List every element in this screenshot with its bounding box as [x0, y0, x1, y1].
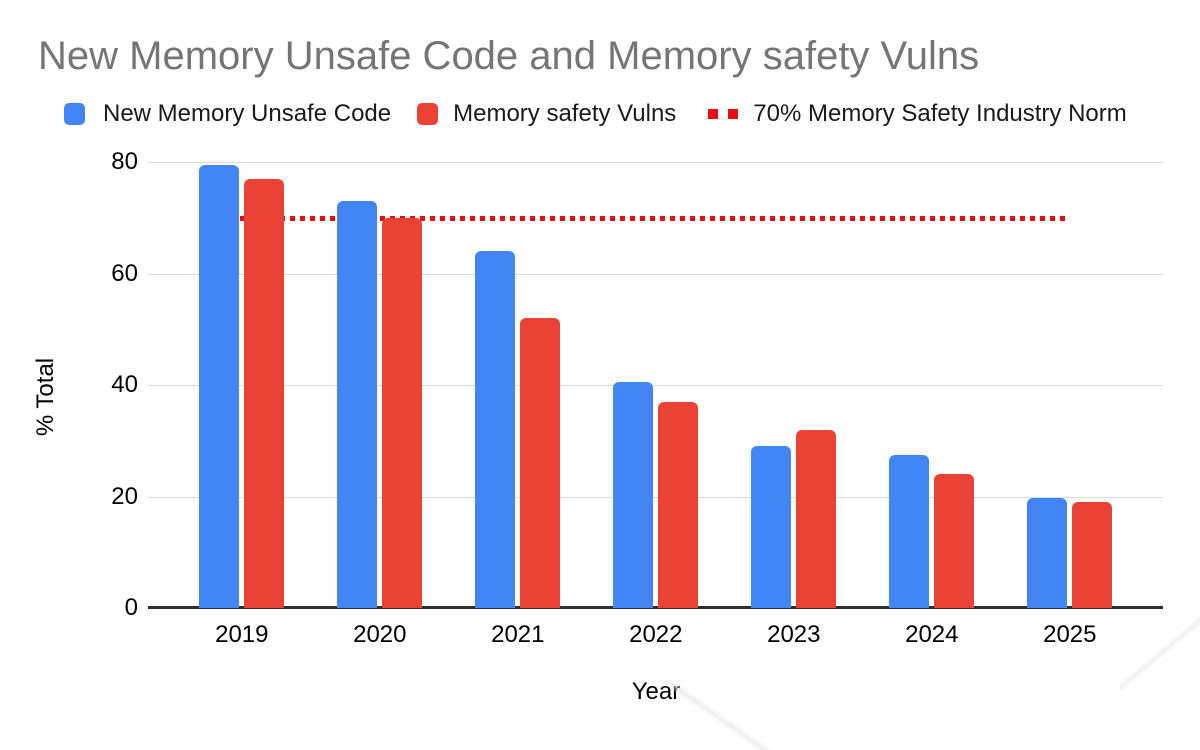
norm-dot-icon — [728, 109, 739, 119]
x-axis-category-label: 2023 — [767, 621, 821, 648]
y-axis-tick-label: 80 — [111, 148, 138, 175]
bar-vulns — [520, 318, 561, 608]
gridline — [148, 162, 1163, 163]
bar-group: 2019 — [173, 162, 311, 648]
legend: New Memory Unsafe Code Memory safety Vul… — [64, 100, 1127, 127]
y-axis-title: % Total — [32, 357, 59, 437]
legend-swatch-vulns — [417, 103, 439, 125]
bar-vulns — [658, 401, 699, 608]
legend-label-vulns: Memory safety Vulns — [453, 100, 677, 127]
legend-swatch-norm-dotted — [708, 109, 739, 119]
bar-unsafe-code — [751, 446, 792, 608]
bar-vulns — [1072, 502, 1113, 608]
y-axis-tick-label: 60 — [111, 259, 138, 287]
bar-group: 2020 — [311, 162, 449, 648]
bar-group: 2022 — [587, 162, 725, 648]
y-axis-ticks: 0 20 40 60 80 — [80, 148, 138, 621]
legend-swatch-unsafe-code — [64, 103, 85, 125]
chart-title: New Memory Unsafe Code and Memory safety… — [38, 34, 980, 78]
plot-area: 2019 2020 2021 2022 2023 2024 2025 — [148, 162, 1163, 648]
bar-unsafe-code — [1027, 498, 1068, 608]
bar-group: 2025 — [1001, 162, 1139, 648]
y-axis-tick-label: 20 — [111, 482, 138, 510]
bar-vulns — [934, 474, 975, 608]
bar-unsafe-code — [475, 251, 516, 608]
bar-vulns — [796, 429, 837, 608]
norm-dot-icon — [708, 109, 719, 119]
y-axis-tick-label: 0 — [124, 594, 138, 621]
bar-group: 2021 — [449, 162, 587, 648]
x-axis-category-label: 2021 — [491, 621, 545, 648]
x-axis-category-label: 2025 — [1043, 621, 1097, 648]
gridline — [148, 273, 1163, 275]
legend-label-norm: 70% Memory Safety Industry Norm — [753, 100, 1127, 127]
x-axis-title: Year — [631, 678, 681, 705]
bar-vulns — [382, 217, 423, 608]
bar-vulns — [244, 178, 285, 608]
bar-unsafe-code — [199, 164, 240, 608]
y-axis-tick-label: 40 — [111, 371, 138, 398]
bar-unsafe-code — [889, 454, 930, 608]
x-axis-category-label: 2022 — [629, 621, 683, 648]
x-axis-category-label: 2019 — [215, 621, 269, 648]
x-axis-line — [148, 606, 1163, 609]
bar-unsafe-code — [613, 382, 654, 608]
norm-reference-line — [240, 215, 1067, 221]
bar-group: 2024 — [863, 162, 1001, 648]
legend-label-unsafe-code: New Memory Unsafe Code — [103, 100, 392, 127]
x-axis-category-label: 2024 — [905, 621, 959, 648]
bar-unsafe-code — [337, 201, 378, 608]
bar-group: 2023 — [725, 162, 863, 648]
gridline — [148, 496, 1163, 498]
x-axis-category-label: 2020 — [353, 621, 407, 648]
gridline — [148, 385, 1163, 386]
